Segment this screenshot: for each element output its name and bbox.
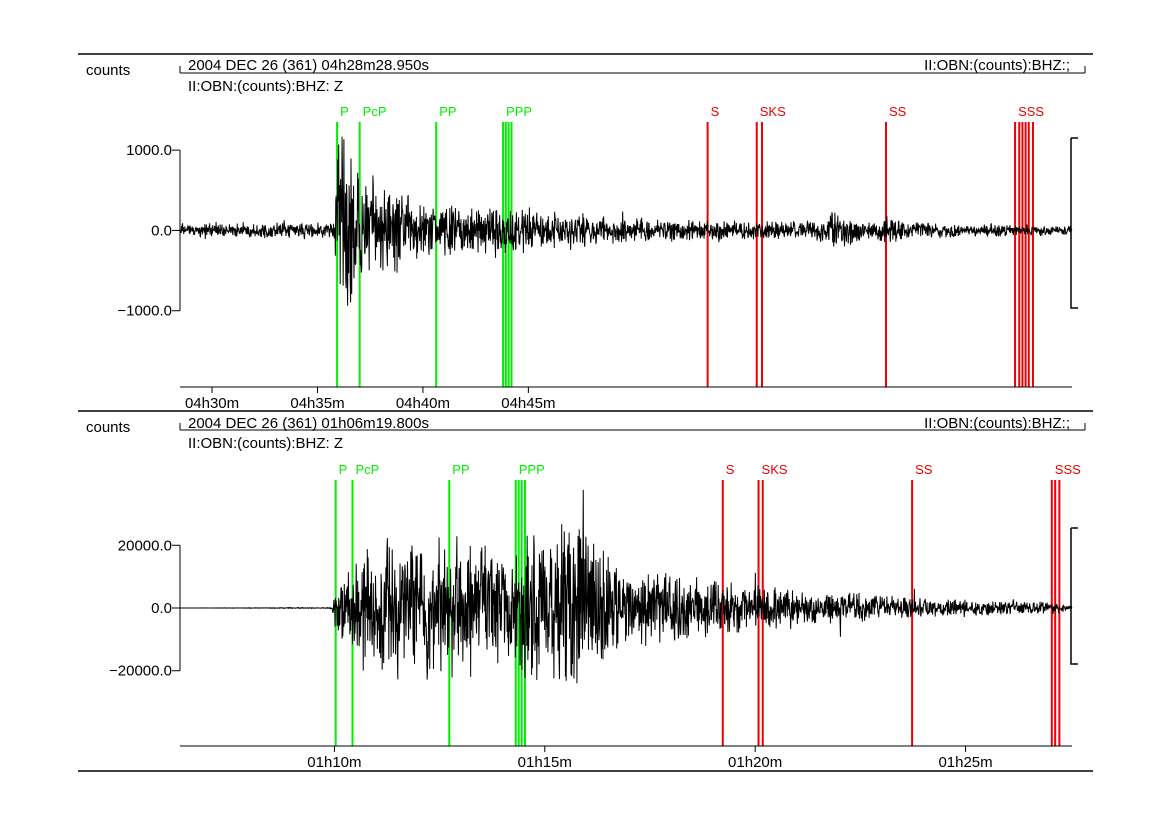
p-phase-pick-label: PPP — [519, 462, 545, 477]
y-axis: 20000.0 0.0 −20000.0 — [109, 527, 1078, 680]
x-tick-label: 04h45m — [501, 395, 555, 412]
p-phase-pick-label: PcP — [363, 104, 387, 119]
s-phase-pick-label: SSS — [1018, 104, 1044, 119]
s-phase-pick-label: S — [711, 104, 720, 119]
y-tick-label: 0.0 — [151, 600, 172, 617]
x-tick-label: 01h20m — [728, 754, 782, 771]
x-axis: 04h30m 04h35m 04h40m 04h45m — [180, 386, 1072, 412]
s-phase-pick-label: S — [726, 462, 735, 477]
y-tick-label: 1000.0 — [126, 142, 172, 159]
header-date-time: 2004 DEC 26 (361) 04h28m28.950s — [188, 57, 429, 74]
p-phase-pick-label: PP — [439, 104, 456, 119]
x-tick-label: 04h30m — [185, 395, 239, 412]
waveform-trace — [179, 136, 1073, 306]
x-tick-label: 01h25m — [938, 754, 992, 771]
y-tick-label: 0.0 — [151, 222, 172, 239]
trace-label: II:OBN:(counts):BHZ: Z — [188, 435, 343, 452]
header-station-code: II:OBN:(counts):BHZ:; — [924, 415, 1070, 432]
p-phase-pick-label: PPP — [506, 104, 532, 119]
x-tick-label: 04h40m — [396, 395, 450, 412]
phase-pick-layer: P PcP PP PPP S SKS SS SSS — [336, 104, 1044, 387]
trace-label: II:OBN:(counts):BHZ: Z — [188, 78, 343, 95]
p-phase-pick-label: P — [340, 104, 349, 119]
header-date-time: 2004 DEC 26 (361) 01h06m19.800s — [188, 415, 429, 432]
y-axis: 1000.0 0.0 −1000.0 — [117, 137, 1078, 320]
x-tick-label: 01h10m — [307, 754, 361, 771]
s-phase-pick-label: SKS — [760, 104, 786, 119]
s-phase-pick-label: SKS — [762, 462, 788, 477]
y-tick-label: −20000.0 — [109, 663, 172, 680]
y-axis-unit-label: counts — [86, 419, 130, 436]
amplitude-scale-bracket — [1070, 137, 1078, 309]
p-phase-pick-label: P — [339, 462, 348, 477]
seismogram-panel-top: counts 2004 DEC 26 (361) 04h28m28.950s I… — [86, 57, 1086, 412]
waveform-trace — [180, 489, 1073, 684]
x-tick-label: 04h35m — [290, 395, 344, 412]
x-tick-label: 01h15m — [518, 754, 572, 771]
y-tick-label: −1000.0 — [117, 303, 172, 320]
waveform-path — [180, 489, 1073, 684]
s-phase-pick-label: SS — [889, 104, 907, 119]
p-phase-pick-label: PP — [452, 462, 469, 477]
p-phase-pick-label: PcP — [356, 462, 380, 477]
y-axis-unit-label: counts — [86, 62, 130, 79]
x-axis: 01h10m 01h15m 01h20m 01h25m — [180, 745, 1072, 771]
seismogram-panel-bottom: counts 2004 DEC 26 (361) 01h06m19.800s I… — [86, 415, 1086, 771]
amplitude-scale-bracket — [1070, 527, 1078, 665]
header-station-code: II:OBN:(counts):BHZ:; — [924, 57, 1070, 74]
s-phase-pick-label: SS — [915, 462, 933, 477]
waveform-path — [179, 136, 1073, 306]
s-phase-pick-label: SSS — [1055, 462, 1081, 477]
y-tick-label: 20000.0 — [118, 537, 172, 554]
